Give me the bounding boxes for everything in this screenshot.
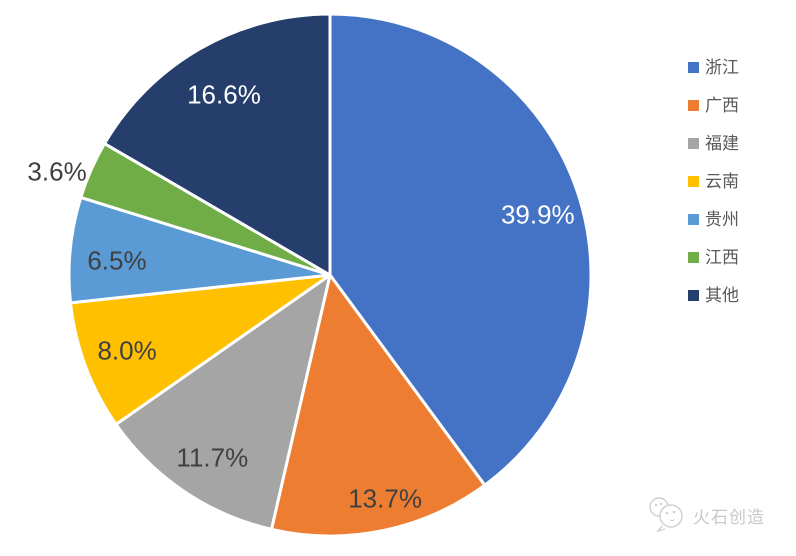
legend-item: 其他 (688, 287, 739, 304)
legend-marker (688, 214, 699, 225)
legend-marker (688, 62, 699, 73)
pie-slice (269, 273, 487, 538)
pie-slice (114, 273, 332, 531)
legend-label: 其他 (705, 286, 739, 305)
legend-label: 浙江 (705, 58, 739, 77)
legend-marker (688, 100, 699, 111)
legend-item: 广西 (688, 97, 739, 114)
legend-item: 云南 (688, 173, 739, 190)
legend-marker (688, 176, 699, 187)
legend-item: 贵州 (688, 211, 739, 228)
pie-slice (328, 12, 593, 487)
pie-slice (68, 273, 332, 426)
pie-slice (103, 12, 332, 277)
legend-marker (688, 138, 699, 149)
legend: 浙江广西福建云南贵州江西其他 (688, 59, 739, 304)
legend-label: 广西 (705, 96, 739, 115)
legend-label: 福建 (705, 134, 739, 153)
watermark: 火石创造 (645, 494, 765, 536)
legend-marker (688, 252, 699, 263)
watermark-text: 火石创造 (693, 507, 765, 527)
legend-item: 江西 (688, 249, 739, 266)
huoshi-logo-icon (649, 497, 683, 533)
legend-label: 江西 (705, 248, 739, 267)
legend-item: 福建 (688, 135, 739, 152)
legend-label: 贵州 (705, 210, 739, 229)
legend-marker (688, 290, 699, 301)
legend-item: 浙江 (688, 59, 739, 76)
legend-label: 云南 (705, 172, 739, 191)
